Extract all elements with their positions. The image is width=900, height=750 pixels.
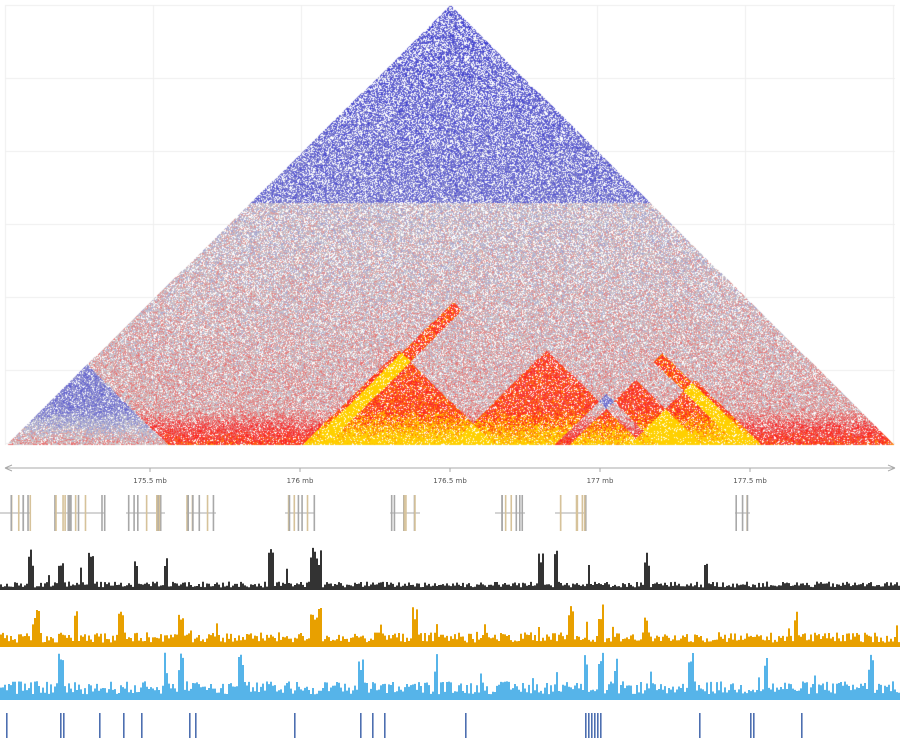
gene-exon	[157, 495, 159, 531]
gene-exon	[67, 495, 70, 531]
gene-exon	[405, 495, 407, 531]
gene-exon	[127, 495, 130, 531]
gene-exon	[735, 495, 737, 531]
peak-mark	[699, 713, 701, 738]
gene-exon	[306, 495, 309, 531]
gene-exon	[403, 495, 406, 531]
gene-exon	[206, 495, 209, 531]
gene-exon	[64, 495, 66, 531]
gene-exon	[521, 495, 524, 531]
axis-arrow-right	[887, 464, 896, 472]
peak-mark	[372, 713, 374, 738]
gene-exon	[70, 495, 72, 531]
axis-arrow-left	[4, 464, 13, 472]
gene-exon	[746, 495, 749, 531]
peak-mark	[123, 713, 125, 738]
gene-exon	[414, 495, 416, 531]
gene-exon	[576, 495, 579, 531]
gene-exon	[137, 495, 139, 531]
peak-mark	[195, 713, 197, 738]
gene-exon	[27, 495, 29, 531]
axis-tick-label: 175.5 mb	[133, 477, 167, 485]
signal-track-1	[0, 547, 900, 590]
gene-exon	[313, 495, 316, 531]
peak-mark	[588, 713, 590, 738]
peak-mark	[465, 713, 467, 738]
gene-exon	[390, 495, 393, 531]
gene-exon	[101, 495, 103, 531]
peak-mark	[591, 713, 593, 738]
peak-mark	[360, 713, 362, 738]
axis-tick-label: 177.5 mb	[733, 477, 767, 485]
gene-exon	[504, 495, 507, 531]
axis-tick-label: 176 mb	[287, 477, 314, 485]
signal-track-3	[0, 652, 900, 700]
gene-exon	[515, 495, 518, 531]
peak-mark	[189, 713, 191, 738]
gene-exon	[501, 495, 504, 531]
peak-mark	[750, 713, 752, 738]
genome-tracks: 175.5 mb 176 mb 176.5 mb 177 mb 177.5 mb	[0, 464, 900, 738]
gene-exon	[393, 495, 396, 531]
peak-mark	[597, 713, 599, 738]
gene-exon	[103, 495, 106, 531]
peak-mark	[141, 713, 143, 738]
gene-exon	[68, 495, 70, 531]
gene-exon	[156, 495, 158, 531]
gene-exon	[192, 495, 194, 531]
peak-mark	[801, 713, 803, 738]
gene-exon	[10, 495, 13, 531]
signal-track-2	[0, 604, 900, 647]
axis-tick-label: 176.5 mb	[433, 477, 467, 485]
gene-exon	[74, 495, 77, 531]
signal-tracks	[0, 547, 900, 700]
peak-mark	[753, 713, 755, 738]
gene-exon	[301, 495, 303, 531]
peak-mark	[600, 713, 602, 738]
gene-exon	[55, 495, 57, 531]
gene-exon	[293, 495, 296, 531]
gene-exon	[288, 495, 291, 531]
gene-exon	[158, 495, 161, 531]
gene-exon	[584, 495, 587, 531]
gene-exon	[287, 495, 290, 531]
gene-exon	[145, 495, 148, 531]
peak-mark	[60, 713, 62, 738]
peak-mark	[384, 713, 386, 738]
gene-exon	[77, 495, 80, 531]
peak-mark	[585, 713, 587, 738]
gene-exon	[54, 495, 56, 531]
gene-exon	[186, 495, 188, 531]
gene-exon	[187, 495, 190, 531]
gene-exon	[297, 495, 300, 531]
peak-mark	[594, 713, 596, 738]
gene-exon	[198, 495, 201, 531]
gene-track	[0, 495, 750, 531]
gene-exon	[212, 495, 215, 531]
gene-exon	[575, 495, 578, 531]
peak-mark	[6, 713, 8, 738]
gene-exon	[741, 495, 744, 531]
gene-exon	[583, 495, 586, 531]
peak-mark	[294, 713, 296, 738]
peak-mark	[99, 713, 101, 738]
hic-contact-heatmap	[0, 0, 900, 450]
gene-exon	[159, 495, 162, 531]
gene-exon	[559, 495, 562, 531]
peak-track	[6, 713, 803, 738]
gene-exon	[581, 495, 584, 531]
gene-exon	[62, 495, 64, 531]
gene-exon	[22, 495, 25, 531]
axis-tick-label: 177 mb	[587, 477, 614, 485]
gene-exon	[17, 495, 20, 531]
genomic-axis: 175.5 mb 176 mb 176.5 mb 177 mb 177.5 mb	[4, 464, 896, 485]
gene-exon	[518, 495, 521, 531]
gene-exon	[133, 495, 135, 531]
gene-exon	[29, 495, 32, 531]
gene-exon	[510, 495, 513, 531]
peak-mark	[63, 713, 65, 738]
gene-exon	[84, 495, 87, 531]
